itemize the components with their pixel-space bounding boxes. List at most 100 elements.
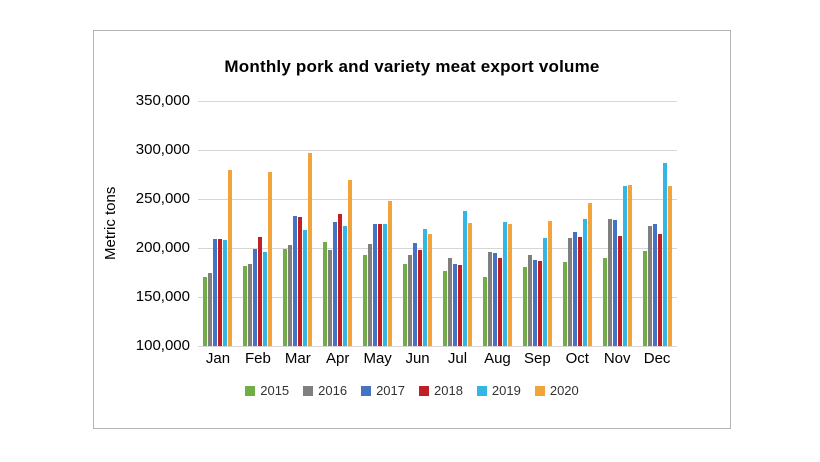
bar-2017-jun — [413, 243, 418, 346]
bar-2016-jan — [208, 272, 213, 346]
bar-2016-feb — [248, 263, 253, 346]
bar-group-may — [358, 101, 398, 346]
bar-2020-jan — [228, 169, 233, 346]
bar-2016-oct — [567, 238, 572, 346]
bar-2019-dec — [662, 162, 667, 346]
bar-groups — [198, 101, 677, 346]
bar-2020-sep — [547, 220, 552, 346]
bar-2016-jun — [408, 254, 413, 346]
legend-item-2017: 2017 — [361, 383, 405, 398]
bar-group-feb — [238, 101, 278, 346]
bar-2019-apr — [343, 226, 348, 346]
bar-2020-oct — [587, 202, 592, 346]
legend-label-2018: 2018 — [434, 383, 463, 398]
gridline — [198, 101, 677, 102]
x-tick-label-may: May — [363, 350, 392, 367]
x-tick-label-jul: Jul — [447, 350, 468, 367]
bar-group-nov — [597, 101, 637, 346]
bar-2015-jan — [203, 277, 208, 346]
legend-item-2019: 2019 — [476, 383, 521, 398]
bar-2018-may — [378, 224, 383, 346]
bar-2019-mar — [303, 230, 308, 346]
bar-2016-jul — [447, 257, 452, 346]
legend-item-2016: 2016 — [303, 383, 347, 398]
x-tick-label-dec: Dec — [643, 350, 671, 367]
bar-2017-jan — [213, 239, 218, 346]
bar-2018-sep — [537, 260, 542, 346]
bar-2017-sep — [532, 259, 537, 346]
bar-2016-sep — [527, 254, 532, 346]
gridline — [198, 346, 677, 347]
bar-group-oct — [557, 101, 597, 346]
y-tick-label: 350,000 — [135, 92, 190, 109]
x-tick-label-apr: Apr — [326, 350, 350, 367]
bar-group-aug — [477, 101, 517, 346]
bar-2018-jun — [418, 249, 423, 346]
legend-swatch-2018 — [419, 385, 429, 396]
bar-2018-jan — [218, 239, 223, 346]
bar-2016-mar — [288, 245, 293, 346]
bar-2020-nov — [627, 185, 632, 346]
bar-2018-aug — [497, 257, 502, 346]
bar-2019-jul — [462, 210, 467, 346]
bar-2017-may — [373, 223, 378, 346]
legend-label-2016: 2016 — [318, 383, 348, 398]
gridline — [198, 150, 677, 151]
legend-label-2020: 2020 — [549, 383, 579, 398]
legend-item-2015: 2015 — [245, 383, 289, 398]
plot-area — [198, 101, 677, 347]
y-tick-label: 150,000 — [135, 288, 190, 305]
legend-label-2017: 2017 — [376, 383, 405, 398]
bar-2017-nov — [612, 219, 617, 346]
bar-2015-mar — [283, 248, 288, 346]
bar-2020-dec — [667, 186, 672, 346]
bar-2016-aug — [487, 251, 492, 346]
bar-2018-jul — [457, 264, 462, 346]
x-tick-label-sep: Sep — [523, 350, 551, 367]
legend: 2015 2016 2017 2018 2019 2020 — [94, 383, 730, 398]
y-axis-ticks: 350,000 300,000 250,000 200,000 150,000 100,0… — [122, 92, 190, 354]
bar-2019-nov — [622, 186, 627, 346]
bar-2016-may — [368, 244, 373, 346]
bar-2020-jun — [428, 234, 433, 346]
bar-2020-mar — [308, 152, 313, 346]
bar-group-jul — [438, 101, 478, 346]
bar-2015-may — [363, 254, 368, 346]
x-tick-label-jan: Jan — [205, 350, 231, 367]
bar-2017-aug — [492, 252, 497, 346]
bar-2019-jan — [223, 240, 228, 346]
bar-2020-feb — [268, 171, 273, 346]
legend-swatch-2017 — [361, 385, 372, 396]
y-tick-label: 300,000 — [135, 141, 190, 158]
chart-title: Monthly pork and variety meat export vol… — [224, 57, 600, 76]
bar-group-sep — [517, 101, 557, 346]
bar-2017-jul — [452, 263, 457, 346]
x-tick-label-feb: Feb — [244, 350, 271, 367]
bar-2017-mar — [293, 215, 298, 346]
bar-2015-feb — [243, 265, 248, 346]
bar-2018-dec — [657, 234, 662, 346]
bar-2015-oct — [562, 261, 567, 346]
bar-group-jan — [198, 101, 238, 346]
bar-2015-aug — [482, 277, 487, 346]
x-tick-label-jun: Jun — [405, 350, 430, 367]
legend-label-2015: 2015 — [260, 383, 290, 398]
chart-container: Monthly pork and variety meat export vol… — [93, 30, 731, 429]
y-axis-label: Metric tons — [102, 186, 119, 261]
bar-2015-dec — [642, 250, 647, 346]
y-tick-label: 100,000 — [135, 337, 190, 354]
bar-2018-apr — [338, 213, 343, 346]
bar-2015-apr — [323, 242, 328, 346]
bar-2019-sep — [542, 238, 547, 346]
bar-2019-aug — [502, 221, 507, 346]
y-tick-label: 250,000 — [135, 190, 190, 207]
bar-2015-jul — [442, 270, 447, 346]
bar-2015-sep — [522, 266, 527, 346]
legend-swatch-2019 — [476, 385, 487, 396]
legend-item-2020: 2020 — [534, 383, 579, 398]
bar-group-mar — [278, 101, 318, 346]
gridline — [198, 297, 677, 298]
bar-2020-apr — [348, 180, 353, 346]
bar-group-dec — [637, 101, 677, 346]
gridline — [198, 199, 677, 200]
